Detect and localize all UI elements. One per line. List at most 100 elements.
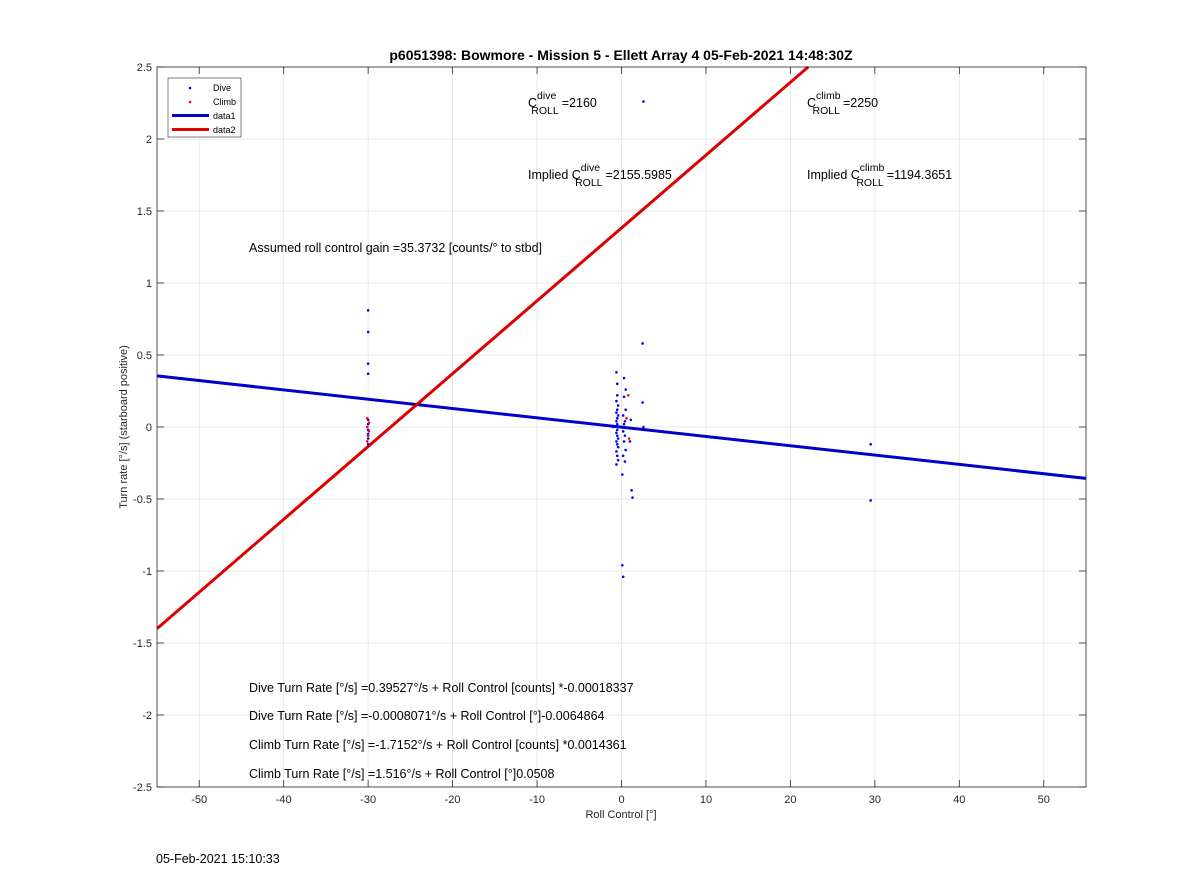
annotation-c-climb: Cclimb ROLL=2250 [807, 90, 878, 117]
x-tick-label: -50 [191, 794, 207, 806]
x-tick-label: 30 [869, 794, 881, 806]
axis-ticks: -50 -40 -30 -20 -10 0 10 20 30 40 50-2.5-2-1.5-1-0… [133, 62, 1086, 806]
point-climb [627, 437, 631, 440]
point-dive [621, 563, 624, 567]
x-axis-label: Roll Control [°] [585, 809, 656, 821]
point-dive [869, 499, 872, 502]
point-dive [622, 395, 626, 399]
point-dive [624, 388, 628, 391]
point-dive [366, 442, 370, 446]
x-tick-label: 40 [953, 794, 965, 806]
y-tick-label: -0.5 [133, 494, 152, 506]
legend-marker-climb [188, 100, 192, 104]
annotation-eq-climb-counts: Climb Turn Rate [°/s] =-1.7152°/s + Roll… [249, 738, 627, 752]
point-dive [615, 394, 619, 397]
point-dive [615, 450, 618, 453]
point-dive [615, 411, 618, 414]
point-dive [366, 330, 370, 334]
annotation-gain: Assumed roll control gain =35.3732 [coun… [249, 241, 542, 255]
point-dive [642, 100, 645, 103]
x-tick-label: 10 [700, 794, 712, 806]
point-dive [642, 425, 645, 429]
point-dive [616, 437, 620, 440]
point-dive [621, 473, 624, 476]
y-tick-label: 0 [146, 422, 152, 434]
point-dive [615, 431, 618, 435]
x-tick-label: 0 [618, 794, 624, 806]
point-dive [641, 401, 644, 404]
x-tick-label: 50 [1038, 794, 1050, 806]
annotation-implied-dive: Implied Cdive ROLL=2155.5985 [528, 162, 672, 189]
point-dive [615, 454, 619, 458]
fit-line-data2 [156, 65, 810, 630]
point-dive [366, 309, 370, 312]
point-dive [615, 419, 618, 423]
point-dive [616, 445, 620, 449]
data-points [365, 100, 872, 579]
y-tick-label: -2 [142, 710, 152, 722]
point-dive [869, 442, 872, 446]
point-dive [616, 425, 620, 429]
legend-label-dive: Dive [213, 83, 231, 93]
x-tick-label: -10 [529, 794, 545, 806]
annotation-implied-climb: Implied Cclimb ROLL=1194.3651 [807, 162, 952, 189]
point-dive [615, 434, 619, 437]
point-dive [621, 414, 625, 417]
point-dive [615, 440, 618, 443]
point-dive [629, 418, 633, 422]
point-dive [616, 414, 620, 417]
y-axis-label: Turn rate [°/s] (starboard positive) [118, 345, 130, 509]
point-dive [616, 458, 620, 462]
x-tick-label: -40 [276, 794, 292, 806]
legend-label-data2: data2 [213, 125, 236, 135]
point-dive [623, 434, 627, 437]
point-dive [615, 382, 619, 386]
x-tick-label: -30 [360, 794, 376, 806]
print-timestamp: 05-Feb-2021 15:10:33 [156, 852, 280, 866]
point-dive [615, 399, 618, 403]
point-dive [615, 370, 618, 374]
point-climb [366, 434, 370, 437]
y-tick-label: -1 [142, 566, 152, 578]
point-dive [366, 372, 370, 376]
y-tick-label: 2.5 [137, 62, 152, 74]
point-dive [624, 408, 628, 412]
point-climb [367, 421, 371, 424]
annotation-eq-climb-degrees: Climb Turn Rate [°/s] =1.516°/s + Roll C… [249, 767, 554, 781]
y-tick-label: 0.5 [137, 350, 152, 362]
legend-box [167, 77, 242, 138]
point-dive [623, 460, 627, 463]
point-dive [624, 448, 628, 452]
point-dive [615, 442, 619, 446]
point-dive [621, 430, 625, 433]
legend-label-climb: Climb [213, 97, 236, 107]
point-dive [641, 342, 644, 345]
point-dive [616, 404, 620, 407]
point-dive [621, 454, 625, 458]
point-climb [365, 425, 369, 429]
point-dive [630, 489, 633, 492]
point-dive [615, 408, 619, 412]
y-tick-label: 1 [146, 278, 152, 290]
point-dive [366, 437, 370, 440]
point-dive [622, 376, 626, 380]
point-dive [622, 440, 626, 443]
point-dive [628, 440, 632, 443]
point-climb [365, 417, 369, 420]
point-dive [615, 428, 619, 432]
annotation-eq-dive-degrees: Dive Turn Rate [°/s] =-0.0008071°/s + Ro… [249, 709, 605, 723]
fit-line-data1 [156, 374, 1087, 480]
y-tick-label: -1.5 [133, 638, 152, 650]
point-climb [367, 430, 371, 433]
annotation-c-dive: Cdive ROLL=2160 [528, 90, 597, 117]
legend-label-data1: data1 [213, 111, 236, 121]
x-tick-label: -20 [445, 794, 461, 806]
point-climb [625, 417, 628, 420]
point-dive [615, 417, 619, 420]
point-dive [366, 362, 370, 365]
point-dive [631, 496, 634, 499]
y-tick-label: -2.5 [133, 782, 152, 794]
point-dive [615, 463, 618, 466]
x-tick-label: 20 [784, 794, 796, 806]
